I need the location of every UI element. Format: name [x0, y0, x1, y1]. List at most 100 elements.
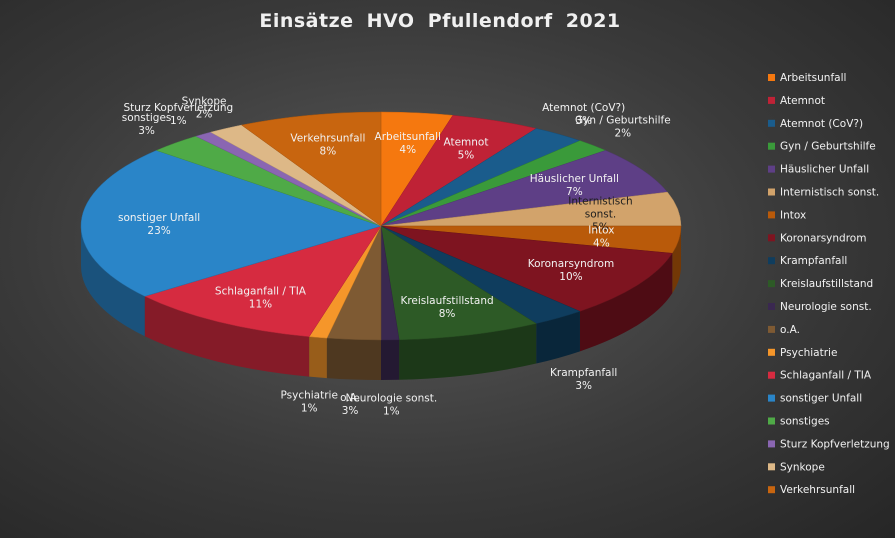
legend-swatch [768, 119, 775, 127]
legend-item-krampfanfall: Krampfanfall [768, 255, 847, 267]
legend-label: Schlaganfall / TIA [780, 370, 872, 382]
legend-item-sonstiger-unfall: sonstiger Unfall [768, 393, 862, 405]
legend-item-o-a: o.A. [768, 324, 800, 336]
data-label-value: 11% [249, 298, 272, 310]
legend-label: o.A. [780, 324, 800, 336]
data-label-value: 1% [383, 405, 400, 417]
data-label-value: 3% [575, 115, 592, 127]
legend-item-intox: Intox [768, 209, 806, 221]
legend-swatch [768, 463, 775, 471]
data-label-name: sonst. [585, 208, 616, 220]
legend-item-synkope: Synkope [768, 461, 825, 473]
data-label-value: 4% [399, 144, 416, 156]
legend-label: sonstiges [780, 416, 830, 428]
legend-item-verkehrsunfall: Verkehrsunfall [768, 484, 855, 496]
slice-side-koronarsyndrom [579, 253, 673, 352]
legend-label: Verkehrsunfall [780, 484, 855, 496]
legend-swatch [768, 234, 775, 242]
legend-item-sturz-kopfverletzung: Sturz Kopfverletzung [768, 438, 890, 450]
data-label-name: Sturz Kopfverletzung [123, 102, 233, 114]
legend-label: Arbeitsunfall [780, 72, 846, 84]
data-label-value: 5% [592, 221, 609, 233]
legend-label: Sturz Kopfverletzung [780, 438, 890, 450]
legend-item-psychiatrie: Psychiatrie [768, 347, 837, 359]
legend-item-arbeitsunfall: Arbeitsunfall [768, 72, 846, 84]
slice-side-schlaganfall-tia [144, 296, 310, 377]
data-label-value: 3% [342, 405, 359, 417]
slice-schlaganfall-tia [144, 225, 382, 337]
legend-swatch [768, 325, 775, 333]
legend-item-kreislaufstillstand: Kreislaufstillstand [768, 278, 873, 290]
data-label-name: sonstiger Unfall [118, 212, 200, 224]
legend-label: sonstiger Unfall [780, 393, 862, 405]
data-label-value: 8% [439, 308, 456, 320]
legend-item-koronarsyndrom: Koronarsyndrom [768, 232, 866, 244]
legend-item-schlaganfall-tia: Schlaganfall / TIA [768, 370, 872, 382]
slice-sonstiger-unfall [80, 150, 382, 297]
data-label-name: Internistisch [568, 195, 632, 207]
legend-swatch [768, 142, 775, 150]
legend-item-gyn-geburtshilfe: Gyn / Geburtshilfe [768, 141, 876, 153]
pie-sides [81, 226, 681, 380]
data-label-value: 5% [458, 150, 475, 162]
data-label-name: Synkope [182, 95, 227, 107]
data-label-name: Atemnot (CoV?) [542, 102, 625, 114]
data-label-name: Arbeitsunfall [375, 131, 441, 143]
data-label-neurologie-sonst: Neurologie sonst.1% [345, 392, 437, 417]
data-label-name: sonstiges [122, 112, 172, 124]
data-label-name: Krampfanfall [550, 367, 617, 379]
data-label-value: 3% [138, 125, 155, 137]
slice-side-kreislaufstillstand [399, 323, 537, 380]
legend-label: Psychiatrie [780, 347, 837, 359]
data-label-name: Neurologie sonst. [345, 392, 437, 404]
slice-side-sonstiger-unfall [81, 226, 145, 337]
data-label-value: 4% [593, 238, 610, 250]
legend-swatch [768, 74, 775, 81]
legend-swatch [768, 486, 775, 494]
data-label-name: Koronarsyndrom [528, 258, 614, 270]
data-label-value: 10% [559, 271, 582, 283]
legend-swatch [768, 440, 775, 448]
legend-item-sonstiges: sonstiges [768, 416, 830, 428]
data-label-value: 7% [566, 186, 583, 198]
data-label-name: Häuslicher Unfall [530, 173, 619, 185]
legend-label: Intox [780, 209, 806, 221]
slice-kreislaufstillstand [380, 225, 537, 341]
legend-item-neurologie-sonst: Neurologie sonst. [768, 301, 872, 313]
slice-side-neurologie-sonst [381, 339, 400, 380]
data-label-value: 2% [614, 128, 631, 140]
legend-swatch [768, 165, 775, 173]
legend-label: Atemnot (CoV?) [780, 118, 863, 130]
chart-title: Einsätze HVO Pfullendorf 2021 [259, 10, 621, 32]
data-label-value: 2% [196, 108, 213, 120]
legend-swatch [768, 348, 775, 356]
slice-koronarsyndrom [380, 225, 673, 312]
legend-label: Krampfanfall [780, 255, 847, 267]
data-label-value: 3% [575, 380, 592, 392]
slice-haeuslicher-unfall [380, 150, 668, 227]
data-label-value: 8% [320, 146, 337, 158]
slice-side-krampfanfall [536, 311, 580, 364]
data-label-name: Intox [588, 225, 614, 237]
legend-item-haeuslicher-unfall: Häuslicher Unfall [768, 164, 869, 176]
legend-item-atemnot-cov: Atemnot (CoV?) [768, 118, 863, 130]
legend-swatch [768, 188, 775, 196]
legend-swatch [768, 303, 775, 310]
data-label-o-a: o.A.3% [340, 392, 360, 417]
data-label-name: Schlaganfall / TIA [215, 285, 307, 297]
legend-label: Häuslicher Unfall [780, 164, 869, 176]
legend-swatch [768, 211, 775, 219]
data-label-name: Psychiatrie [281, 390, 338, 402]
